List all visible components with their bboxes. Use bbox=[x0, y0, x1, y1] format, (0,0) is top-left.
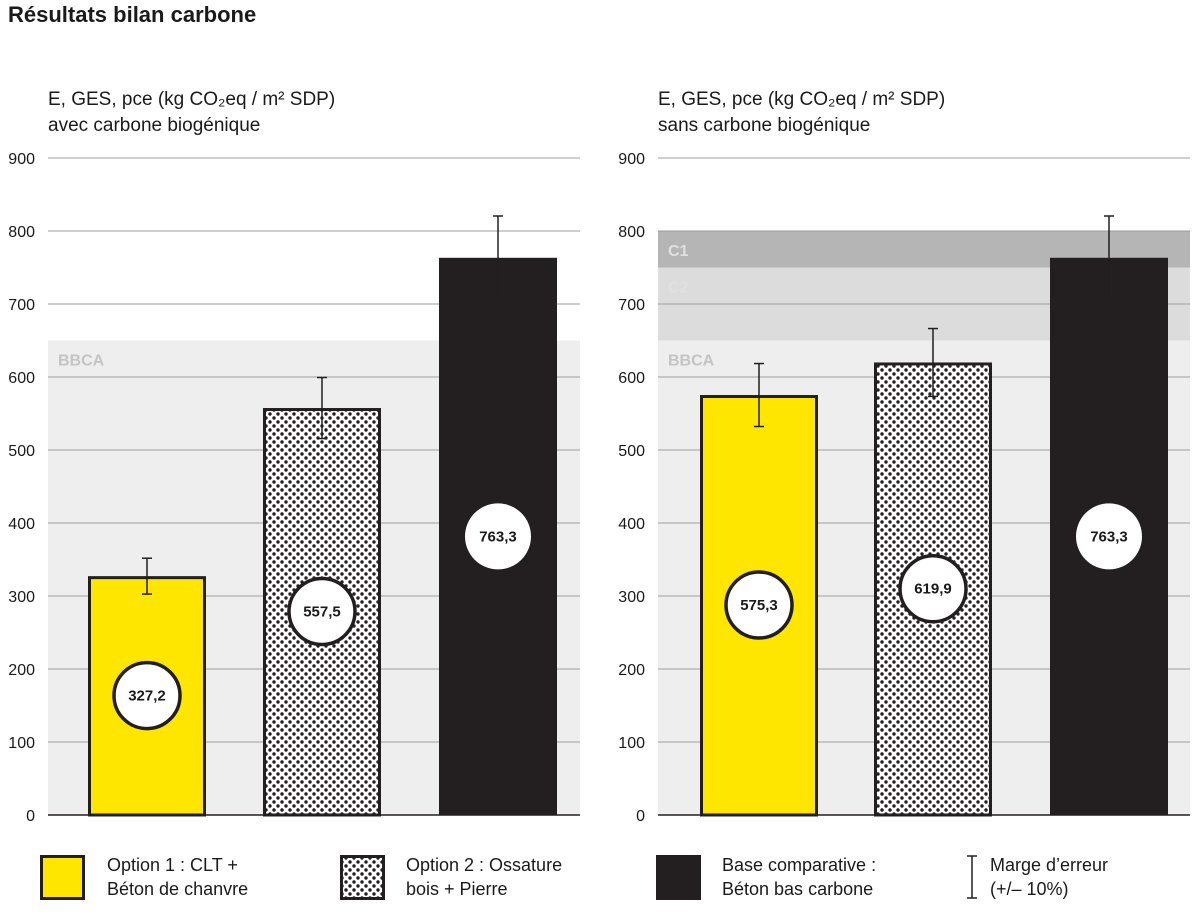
value-label-3: 763,3 bbox=[1090, 528, 1128, 545]
y-axis-title-line2: avec carbone biogénique bbox=[48, 115, 260, 136]
error-bar-1 bbox=[754, 362, 764, 428]
legend-item-option2: Option 2 : Ossature bois + Pierre bbox=[340, 855, 562, 900]
y-axis-title-line2: sans carbone biogénique bbox=[658, 115, 870, 136]
zone-label-bbca: BBCA bbox=[668, 353, 715, 370]
y-tick-label: 500 bbox=[8, 443, 35, 460]
value-label-circle-2 bbox=[287, 576, 357, 647]
legend-label-line2: (+/– 10%) bbox=[990, 879, 1069, 899]
legend-item-option1: Option 1 : CLT + Béton de chanvre bbox=[40, 855, 248, 900]
y-tick-label: 700 bbox=[8, 297, 35, 314]
y-tick-label: 800 bbox=[8, 224, 35, 241]
y-tick-label: 300 bbox=[618, 589, 645, 606]
value-label-1: 575,3 bbox=[740, 597, 778, 614]
legend-label-line1: Option 2 : Ossature bbox=[406, 855, 562, 875]
legend-item-base: Base comparative : Béton bas carbone bbox=[656, 855, 876, 900]
y-tick-label: 100 bbox=[8, 735, 35, 752]
value-label-circle-2 bbox=[898, 553, 968, 624]
value-label-circle-3 bbox=[465, 503, 531, 570]
y-tick-label: 900 bbox=[618, 151, 645, 168]
legend-label-line2: Béton de chanvre bbox=[107, 879, 248, 899]
legend-label-line1: Option 1 : CLT + bbox=[107, 855, 238, 875]
y-tick-label: 400 bbox=[618, 516, 645, 533]
chart-panel-1: E, GES, pce (kg CO₂eq / m² SDP) avec carb… bbox=[8, 89, 580, 825]
legend-item-error: Marge d’erreur (+/– 10%) bbox=[967, 855, 1108, 899]
y-tick-label: 400 bbox=[8, 516, 35, 533]
value-label-2: 557,5 bbox=[303, 604, 341, 621]
chart-panel-2: E, GES, pce (kg CO₂eq / m² SDP) sans carb… bbox=[618, 89, 1190, 825]
y-tick-label: 700 bbox=[618, 297, 645, 314]
legend-swatch-option2 bbox=[340, 855, 385, 900]
value-label-circle-1 bbox=[112, 660, 182, 731]
value-label-circle-1 bbox=[724, 570, 794, 640]
y-tick-label: 0 bbox=[636, 808, 645, 825]
y-tick-label: 500 bbox=[618, 443, 645, 460]
y-tick-label: 200 bbox=[8, 662, 35, 679]
error-bar-2 bbox=[317, 376, 327, 440]
error-bar-2 bbox=[928, 327, 938, 398]
zone-label-c1: C1 bbox=[668, 243, 689, 260]
bar-2 bbox=[263, 408, 381, 817]
value-label-circle-3 bbox=[1076, 503, 1142, 570]
error-bar-3 bbox=[493, 215, 503, 301]
y-tick-label: 600 bbox=[618, 370, 645, 387]
y-tick-label: 900 bbox=[8, 151, 35, 168]
y-tick-label: 100 bbox=[618, 735, 645, 752]
y-axis-title-line1: E, GES, pce (kg CO₂eq / m² SDP) bbox=[48, 89, 335, 110]
y-tick-label: 300 bbox=[8, 589, 35, 606]
value-label-1: 327,2 bbox=[128, 688, 166, 705]
zone-label-bbca: BBCA bbox=[58, 353, 105, 370]
page-title: Résultats bilan carbone bbox=[8, 2, 257, 27]
legend-label-line2: Béton bas carbone bbox=[722, 879, 873, 899]
value-label-3: 763,3 bbox=[479, 528, 517, 545]
value-label-2: 619,9 bbox=[914, 581, 952, 598]
y-axis-title-line1: E, GES, pce (kg CO₂eq / m² SDP) bbox=[658, 89, 945, 110]
y-tick-label: 600 bbox=[8, 370, 35, 387]
y-tick-label: 800 bbox=[618, 224, 645, 241]
error-bar-3 bbox=[1104, 215, 1114, 301]
legend-label-line1: Base comparative : bbox=[722, 855, 876, 875]
error-bar-1 bbox=[142, 557, 152, 595]
y-tick-label: 0 bbox=[26, 808, 35, 825]
y-tick-label: 200 bbox=[618, 662, 645, 679]
legend-label-line1: Marge d’erreur bbox=[990, 855, 1108, 875]
legend-swatch-option1 bbox=[40, 855, 85, 900]
zone-label-c2: C2 bbox=[668, 280, 689, 297]
legend-swatch-base bbox=[656, 855, 701, 900]
legend-label-line2: bois + Pierre bbox=[406, 879, 508, 899]
